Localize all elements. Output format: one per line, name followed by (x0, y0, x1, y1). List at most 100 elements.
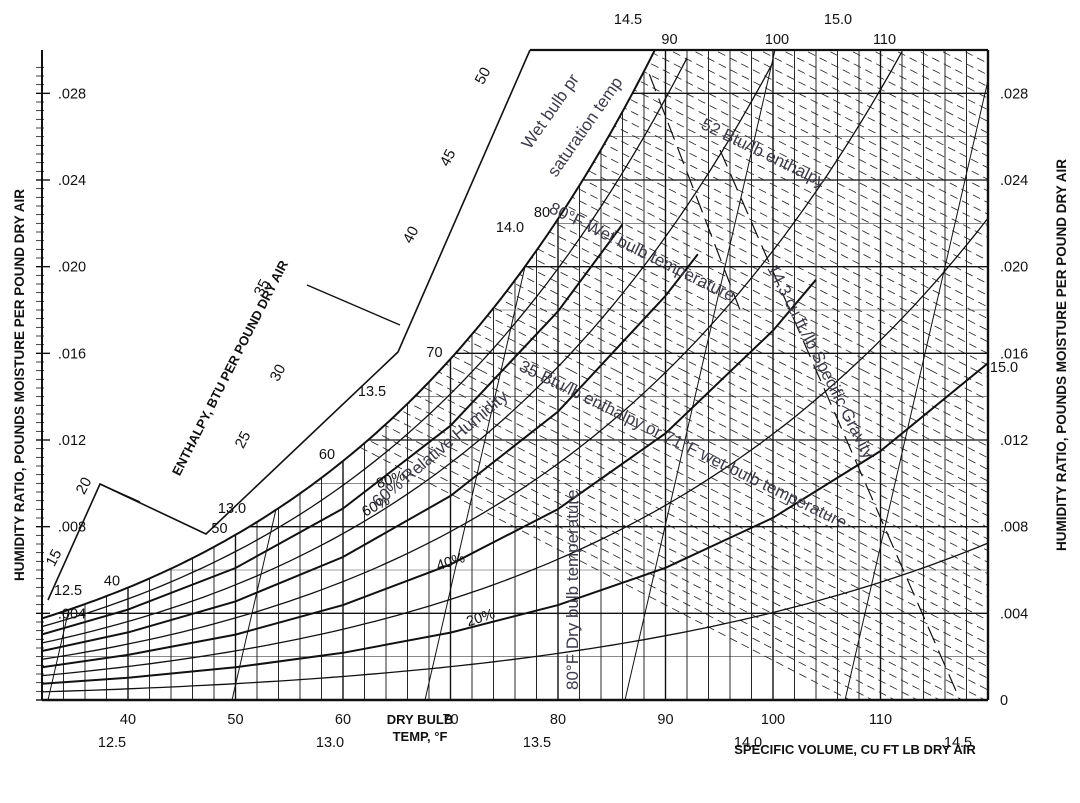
enthalpy-dashed-line (637, 369, 988, 700)
left-tick-marks (36, 66, 50, 701)
volume-label: 12.5 (54, 583, 82, 599)
rh-series-line (42, 362, 987, 685)
enthalpy-dashed-line (592, 369, 988, 700)
enthalpy-scale-frame (47, 49, 531, 601)
enthalpy-scale-label: 50 (472, 65, 495, 88)
enthalpy-dashed-line (322, 369, 963, 700)
enthalpy-dashed-line (727, 369, 988, 700)
enthalpy-scale-label: 40 (400, 224, 423, 247)
left-tick-label: .024 (58, 173, 86, 189)
volume-label: 14.0 (496, 220, 524, 236)
right-tick-label: .028 (1000, 86, 1028, 102)
left-axis-title: HUMIDITY RATIO, POUNDS MOISTURE PER POUN… (12, 189, 27, 581)
volume-label: 13.5 (358, 384, 386, 400)
rh-guide-curve (42, 62, 774, 644)
enthalpy-dashed-line (614, 369, 988, 700)
enthalpy-scale-label: 25 (232, 429, 255, 452)
x-tick-label: 40 (120, 712, 136, 728)
enthalpy-dashed-line (749, 369, 988, 700)
saturation-temp-label: 60 (319, 447, 335, 463)
enthalpy-dashed-line (874, 50, 988, 371)
enthalpy-scale-step (99, 483, 141, 503)
specific-volume-line (844, 50, 988, 700)
enthalpy-dashed-line (704, 369, 988, 700)
left-tick-label: .016 (58, 346, 86, 362)
enthalpy-dashed-line (794, 369, 988, 700)
rh-guide-curve (42, 51, 903, 660)
enthalpy-dashed-line (367, 369, 988, 700)
saturation-temp-label: 50 (211, 521, 227, 537)
enthalpy-dashed-line (604, 50, 988, 371)
enthalpy-dashed-line (412, 369, 988, 700)
top-tick-label: 110 (873, 32, 896, 48)
rh-series-line (42, 253, 699, 652)
enthalpy-dashed-line (659, 369, 988, 700)
enthalpy-dashed-line (739, 50, 988, 371)
left-tick-label: .012 (58, 433, 86, 449)
enthalpy-dashed-line (694, 50, 988, 371)
enthalpy-dashed-line (829, 50, 988, 371)
enthalpy-dashed-line (817, 369, 988, 700)
saturation-temp-label: 40 (104, 574, 120, 590)
right-tick-label: .012 (1000, 433, 1028, 449)
volume-label: 12.5 (98, 735, 126, 751)
relative-humidity-curves (42, 50, 987, 693)
enthalpy-dashed-line (772, 369, 988, 700)
right-tick-label: .008 (1000, 520, 1028, 536)
x-tick-label: 70 (442, 712, 458, 728)
left-tick-label: .008 (58, 520, 86, 536)
enthalpy-dashed-line (457, 369, 988, 700)
rh-series-line (42, 223, 624, 636)
enthalpy-scale-label: 15 (43, 547, 66, 570)
enthalpy-dashed-line (784, 50, 988, 371)
rh-series-line (42, 279, 817, 669)
volume-label: 13.0 (316, 735, 344, 751)
x-tick-label: 80 (550, 712, 566, 728)
rh-guide-curve (42, 57, 688, 628)
enthalpy-scale-label: 45 (437, 147, 460, 170)
saturation-curve (42, 50, 656, 620)
volume-label: 14.5 (614, 12, 642, 28)
x-tick-label: 60 (335, 712, 351, 728)
specific-volume-dashed-line (719, 149, 961, 700)
enthalpy-scale-frame-upper (306, 284, 401, 326)
specific-volume-line (624, 50, 776, 700)
specific-volume-dashed-line (639, 50, 741, 311)
right-axis-title: HUMIDITY RATIO, POUNDS MOISTURE PER POUN… (1054, 159, 1069, 551)
volume-label: 14.5 (944, 735, 972, 751)
enthalpy-dashed-line (537, 50, 988, 371)
left-tick-label: .020 (58, 260, 86, 276)
enthalpy-scale-label: 30 (267, 362, 290, 385)
right-tick-label: .024 (1000, 173, 1028, 189)
x-tick-label: 50 (227, 712, 243, 728)
volume-label: 15.0 (824, 12, 852, 28)
annotation-dry-bulb-80: 80°F Dry bulb temperature (563, 490, 582, 691)
enthalpy-dashed-line (839, 369, 988, 700)
enthalpy-dashed-line (524, 369, 988, 700)
x-tick-label: 110 (869, 712, 892, 728)
enthalpy-scale-label: 35 (251, 277, 274, 300)
enthalpy-dashed-line (299, 369, 941, 700)
right-tick-label: .004 (1000, 606, 1028, 622)
enthalpy-dashed-line (582, 50, 988, 371)
enthalpy-dashed-line (479, 369, 988, 700)
enthalpy-dashed-line (762, 50, 988, 371)
enthalpy-dashed-line (807, 50, 988, 371)
x-axis-title-line2: TEMP, °F (393, 729, 448, 744)
enthalpy-dashed-line (852, 50, 988, 371)
x-axis-title-line1: DRY BULB (387, 712, 453, 727)
volume-axis-title: SPECIFIC VOLUME, CU FT LB DRY AIR (734, 742, 976, 757)
tick-labels: 40 50 60 70 80 90 100 110 .004 .008 .012 .016 .020 .0… (43, 12, 1029, 751)
volume-label: 15.0 (990, 360, 1018, 376)
enthalpy-dashed-line (717, 50, 988, 371)
enthalpy-dashed-line (862, 369, 988, 700)
left-tick-label: .028 (58, 86, 86, 102)
right-tick-label: .020 (1000, 260, 1028, 276)
enthalpy-dashed-line (649, 50, 988, 371)
enthalpy-dashed-line (627, 50, 988, 371)
volume-label: 13.0 (218, 501, 246, 517)
enthalpy-scale-label: 20 (73, 475, 96, 498)
rh-guide-curve (42, 218, 987, 677)
saturation-temp-label: 70 (426, 345, 442, 361)
